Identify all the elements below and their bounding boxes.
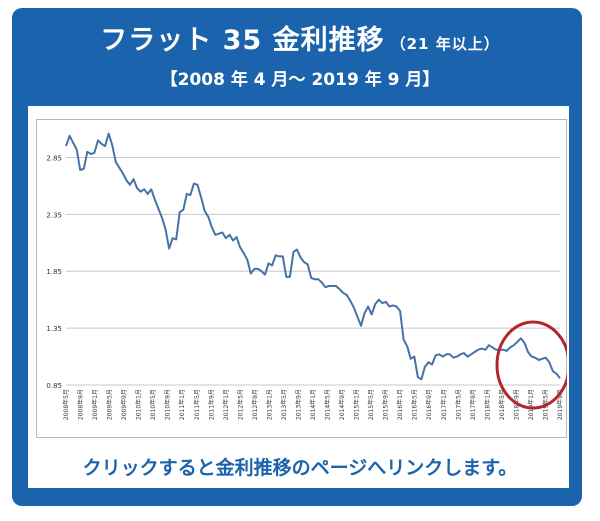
title-sub: （21 年以上） bbox=[390, 35, 500, 53]
rate-series-line bbox=[65, 132, 561, 381]
x-tick-label: 2009年1月 bbox=[91, 389, 99, 420]
x-tick-label: 2014年5月 bbox=[324, 389, 332, 420]
x-tick-label: 2015年1月 bbox=[353, 389, 361, 420]
y-tick-label: 2.35 bbox=[46, 211, 62, 219]
x-tick-label: 2010年9月 bbox=[164, 389, 172, 420]
x-tick-label: 2016年1月 bbox=[396, 389, 404, 420]
x-tick-label: 2010年5月 bbox=[149, 389, 157, 420]
x-tick-label: 2009年9月 bbox=[120, 389, 128, 420]
x-tick-label: 2019年9月 bbox=[556, 389, 564, 420]
x-tick-label: 2013年9月 bbox=[294, 389, 302, 420]
x-tick-label: 2017年5月 bbox=[454, 389, 462, 420]
link-caption[interactable]: クリックすると金利推移のページへリンクします。 bbox=[82, 457, 518, 479]
x-tick-label: 2010年1月 bbox=[135, 389, 143, 420]
x-tick-label: 2014年9月 bbox=[338, 389, 346, 420]
x-tick-label: 2012年9月 bbox=[251, 389, 259, 420]
x-tick-label: 2011年5月 bbox=[193, 389, 201, 420]
x-tick-label: 2016年5月 bbox=[411, 389, 419, 420]
x-tick-label: 2016年9月 bbox=[425, 389, 433, 420]
x-tick-label: 2019年1月 bbox=[527, 389, 535, 420]
period-subtitle: 【2008 年 4 月～ 2019 年 9 月】 bbox=[160, 70, 440, 90]
x-tick-label: 2011年1月 bbox=[178, 389, 186, 420]
x-tick-label: 2009年5月 bbox=[106, 389, 114, 420]
y-tick-label: 0.85 bbox=[46, 382, 62, 390]
x-tick-label: 2011年9月 bbox=[207, 389, 215, 420]
x-tick-label: 2018年5月 bbox=[498, 389, 506, 420]
x-tick-label: 2015年5月 bbox=[367, 389, 375, 420]
x-tick-label: 2014年1月 bbox=[309, 389, 317, 420]
x-tick-label: 2017年1月 bbox=[440, 389, 448, 420]
x-tick-label: 2017年9月 bbox=[469, 389, 477, 420]
y-tick-label: 1.85 bbox=[46, 268, 62, 276]
title-main: フラット 35 金利推移 bbox=[100, 25, 385, 56]
x-tick-label: 2013年5月 bbox=[280, 389, 288, 420]
x-tick-label: 2018年1月 bbox=[483, 389, 491, 420]
y-axis-ticks: 0.85 1.35 1.85 2.35 2.85 bbox=[46, 154, 62, 390]
x-tick-label: 2015年9月 bbox=[382, 389, 390, 420]
x-tick-label: 2013年1月 bbox=[265, 389, 273, 420]
highlight-circle bbox=[495, 320, 567, 410]
x-tick-label: 2012年1月 bbox=[222, 389, 230, 420]
page-title: フラット 35 金利推移 （21 年以上） bbox=[0, 18, 600, 57]
y-tick-label: 1.35 bbox=[46, 325, 62, 333]
x-tick-label: 2012年5月 bbox=[236, 389, 244, 420]
chart-grid bbox=[66, 156, 560, 386]
x-tick-label: 2008年9月 bbox=[77, 389, 85, 420]
y-tick-label: 2.85 bbox=[46, 154, 62, 162]
x-axis-ticks: 2008年5月 2008年9月 2009年1月 2009年5月 2009年9月 2010年… bbox=[62, 389, 564, 420]
x-tick-label: 2008年5月 bbox=[62, 389, 70, 420]
rate-chart: 0.85 1.35 1.85 2.35 2.85 2008年5月 2008年9月 2009年… bbox=[36, 119, 567, 438]
